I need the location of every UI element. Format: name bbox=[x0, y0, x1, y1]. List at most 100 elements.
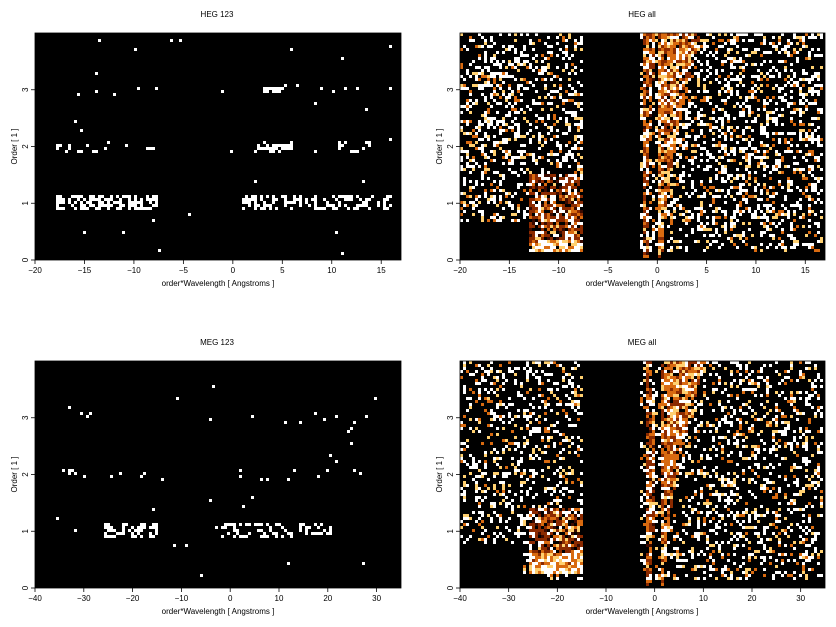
heatmap-cell bbox=[580, 213, 583, 216]
heatmap-cell bbox=[508, 60, 511, 63]
heatmap-cell bbox=[775, 192, 778, 195]
heatmap-cell bbox=[98, 195, 101, 198]
heatmap-cell bbox=[646, 246, 649, 249]
heatmap-cell bbox=[664, 33, 667, 36]
heatmap-cell bbox=[751, 93, 754, 96]
heatmap-cell bbox=[670, 96, 673, 99]
heatmap-cell bbox=[481, 75, 484, 78]
heatmap-cell bbox=[350, 198, 353, 201]
heatmap-cell bbox=[649, 132, 652, 135]
heatmap-cell bbox=[793, 237, 796, 240]
heatmap-cell bbox=[691, 96, 694, 99]
heatmap-cell bbox=[754, 51, 757, 54]
heatmap-cell bbox=[496, 171, 499, 174]
heatmap-cell bbox=[529, 234, 532, 237]
heatmap-cell bbox=[655, 451, 658, 454]
heatmap-cell bbox=[715, 210, 718, 213]
heatmap-cell bbox=[712, 210, 715, 213]
heatmap-cell bbox=[751, 216, 754, 219]
heatmap-cell bbox=[766, 376, 769, 379]
heatmap-cell bbox=[101, 201, 104, 204]
heatmap-cell bbox=[751, 391, 754, 394]
heatmap-cell bbox=[682, 33, 685, 36]
heatmap-cell bbox=[754, 246, 757, 249]
heatmap-cell bbox=[643, 147, 646, 150]
heatmap-cell bbox=[721, 132, 724, 135]
heatmap-cell bbox=[808, 394, 811, 397]
heatmap-cell bbox=[820, 189, 823, 192]
heatmap-cell bbox=[541, 192, 544, 195]
heatmap-cell bbox=[517, 207, 520, 210]
heatmap-cell bbox=[571, 406, 574, 409]
heatmap-cell bbox=[475, 147, 478, 150]
heatmap-cell bbox=[790, 400, 793, 403]
heatmap-cell bbox=[460, 201, 463, 204]
heatmap-cell bbox=[769, 195, 772, 198]
heatmap-cell bbox=[766, 385, 769, 388]
heatmap-cell bbox=[670, 249, 673, 252]
heatmap-cell bbox=[688, 78, 691, 81]
heatmap-cell bbox=[254, 180, 257, 183]
heatmap-cell bbox=[775, 159, 778, 162]
heatmap-cell bbox=[697, 367, 700, 370]
heatmap-cell bbox=[463, 120, 466, 123]
heatmap-cell bbox=[574, 93, 577, 96]
heatmap-cell bbox=[682, 442, 685, 445]
heatmap-cell bbox=[658, 219, 661, 222]
heatmap-cell bbox=[236, 529, 239, 532]
heatmap-cell bbox=[520, 162, 523, 165]
heatmap-cell bbox=[685, 135, 688, 138]
heatmap-cell bbox=[682, 138, 685, 141]
heatmap-cell bbox=[661, 105, 664, 108]
heatmap-cell bbox=[787, 180, 790, 183]
heatmap-cell bbox=[673, 388, 676, 391]
heatmap-cell bbox=[526, 66, 529, 69]
heatmap-cell bbox=[697, 165, 700, 168]
heatmap-cell bbox=[74, 195, 77, 198]
heatmap-cell bbox=[799, 412, 802, 415]
heatmap-cell bbox=[688, 367, 691, 370]
heatmap-cell bbox=[775, 391, 778, 394]
heatmap-cell bbox=[502, 216, 505, 219]
heatmap-cell bbox=[670, 183, 673, 186]
heatmap-cell bbox=[658, 195, 661, 198]
heatmap-cell bbox=[553, 445, 556, 448]
heatmap-cell bbox=[673, 439, 676, 442]
heatmap-cell bbox=[649, 439, 652, 442]
heatmap-cell bbox=[580, 237, 583, 240]
heatmap-cell bbox=[775, 246, 778, 249]
heatmap-cell bbox=[502, 388, 505, 391]
heatmap-cell bbox=[763, 156, 766, 159]
heatmap-cell bbox=[775, 213, 778, 216]
heatmap-cell bbox=[733, 409, 736, 412]
heatmap-cell bbox=[811, 385, 814, 388]
heatmap-cell bbox=[550, 231, 553, 234]
heatmap-cell bbox=[529, 228, 532, 231]
heatmap-cell bbox=[685, 192, 688, 195]
heatmap-cell bbox=[664, 108, 667, 111]
heatmap-cell bbox=[775, 102, 778, 105]
heatmap-cell bbox=[541, 156, 544, 159]
heatmap-cell bbox=[275, 523, 278, 526]
heatmap-cell bbox=[478, 72, 481, 75]
heatmap-cell bbox=[664, 72, 667, 75]
heatmap-cell bbox=[475, 66, 478, 69]
heatmap-cell bbox=[739, 192, 742, 195]
heatmap-cell bbox=[643, 367, 646, 370]
heatmap-cell bbox=[733, 57, 736, 60]
heatmap-cell bbox=[574, 114, 577, 117]
heatmap-cell bbox=[365, 108, 368, 111]
heatmap-cell bbox=[520, 150, 523, 153]
heatmap-cell bbox=[673, 391, 676, 394]
heatmap-cell bbox=[559, 93, 562, 96]
heatmap-cell bbox=[808, 207, 811, 210]
heatmap-cell bbox=[571, 192, 574, 195]
heatmap-cell bbox=[817, 138, 820, 141]
heatmap-cell bbox=[553, 424, 556, 427]
heatmap-cell bbox=[703, 135, 706, 138]
heatmap-cell bbox=[685, 51, 688, 54]
heatmap-cell bbox=[128, 198, 131, 201]
heatmap-cell bbox=[544, 204, 547, 207]
heatmap-cell bbox=[523, 45, 526, 48]
heatmap-cell bbox=[808, 367, 811, 370]
